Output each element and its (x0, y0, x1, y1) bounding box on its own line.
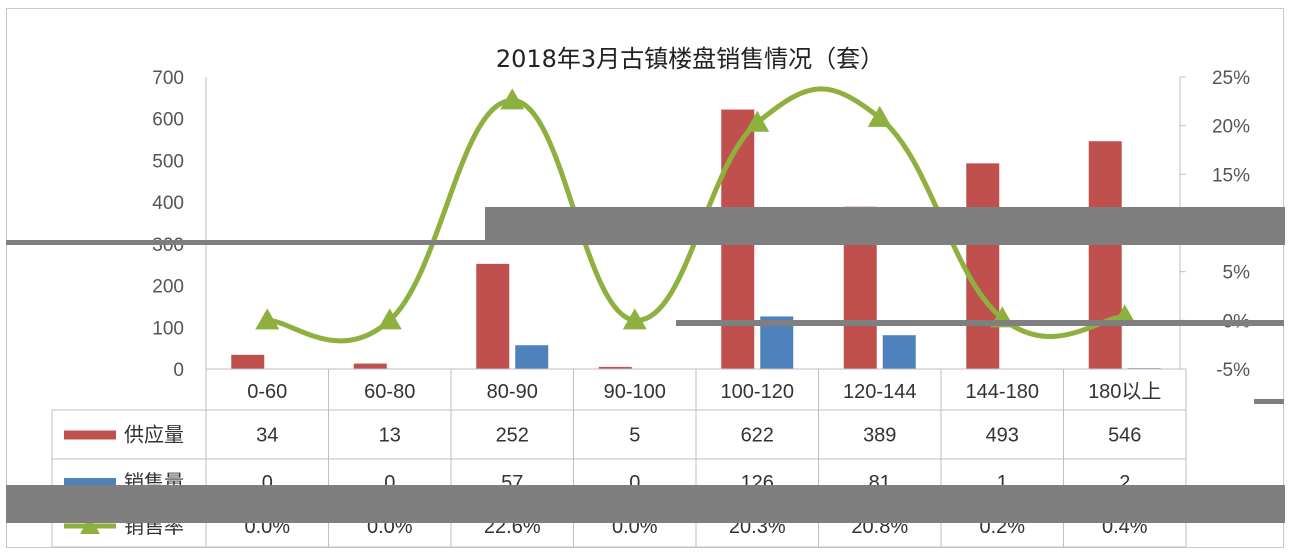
y-left-tick-label: 100 (152, 318, 184, 339)
bar-supply (476, 263, 510, 369)
sales-rate-marker (745, 110, 770, 132)
data-cell: 0 (384, 472, 395, 494)
data-cell: 0 (262, 472, 273, 494)
x-category-label: 0-60 (247, 381, 287, 403)
y-left-tick-label: 500 (152, 151, 184, 172)
y-left-tick-label: 0 (173, 360, 184, 381)
y-left-tick-label: 700 (152, 68, 184, 89)
bar-sales (882, 335, 916, 369)
x-category-label: 120-144 (843, 381, 916, 403)
occlusion-band-2 (6, 240, 486, 245)
chart-frame (6, 8, 1284, 548)
occlusion-band-4 (6, 485, 1285, 523)
bar-supply (353, 363, 387, 369)
x-category-label: 60-80 (364, 381, 415, 403)
data-cell: 34 (256, 425, 278, 447)
occlusion-band-5 (1254, 399, 1284, 404)
y-right-tick-label: 15% (1212, 165, 1250, 186)
y-left-tick-label: 300 (152, 235, 184, 256)
x-category-label: 144-180 (966, 381, 1039, 403)
occlusion-band-1 (485, 207, 1285, 245)
y-left-tick-label: 400 (152, 193, 184, 214)
bar-supply (231, 354, 265, 369)
data-cell: 622 (741, 425, 774, 447)
legend-key-marker (80, 516, 100, 534)
data-cell: 0 (629, 472, 640, 494)
data-cell: 389 (863, 425, 896, 447)
x-category-label: 80-90 (487, 381, 538, 403)
sales-rate-line (264, 86, 1128, 344)
y-left-tick-label: 200 (152, 277, 184, 298)
axes: 700600500400300200100025%20%15%10%5%0%-5… (152, 68, 1250, 381)
y-right-tick-label: 25% (1212, 68, 1250, 89)
y-right-tick-label: 5% (1223, 263, 1251, 284)
y-right-tick-label: -5% (1216, 360, 1250, 381)
data-cell: 5 (629, 425, 640, 447)
data-cell: 493 (986, 425, 1019, 447)
bar-supply (1088, 141, 1122, 369)
data-cell: 546 (1108, 425, 1141, 447)
sales-rate-marker (255, 308, 280, 330)
x-category-label: 100-120 (721, 381, 794, 403)
occlusion-band-3 (676, 320, 1284, 326)
x-category-label: 180以上 (1088, 380, 1161, 403)
y-left-tick-label: 600 (152, 110, 184, 131)
y-right-tick-label: 20% (1212, 117, 1250, 138)
sales-rate-marker (500, 88, 525, 110)
data-cell: 1 (997, 472, 1008, 494)
data-cell: 13 (379, 425, 401, 447)
legend-key-1 (64, 478, 116, 487)
data-cell: 2 (1119, 472, 1130, 494)
chart-title: 2018年3月古镇楼盘销售情况（套） (496, 45, 884, 73)
x-category-label: 90-100 (604, 381, 666, 403)
bar-supply (598, 366, 632, 369)
data-cell: 252 (496, 425, 529, 447)
bar-supply (966, 163, 1000, 369)
sales-rate-marker (377, 308, 402, 330)
bar-sales (515, 345, 549, 369)
legend-key-0 (64, 430, 116, 440)
sales-rate-marker (622, 308, 647, 330)
legend-label: 供应量 (124, 423, 184, 447)
sales-rate-marker (867, 105, 892, 127)
